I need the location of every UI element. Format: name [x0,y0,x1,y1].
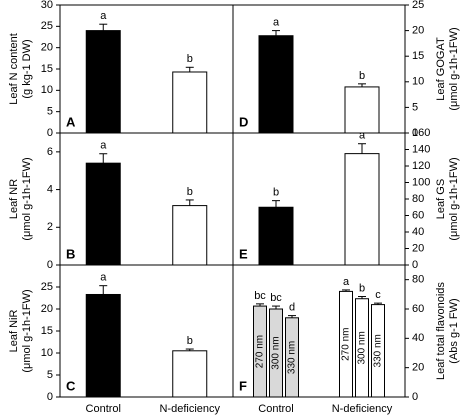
x-tick-label: N-deficiency [332,403,393,415]
y-tick-label: 80 [412,193,424,205]
bar [85,30,121,134]
y-tick-label: 140 [412,143,430,155]
y-tick-label: 5 [412,101,418,113]
y-tick-label: 5 [47,106,53,118]
bar [85,162,121,266]
y-axis-label: (μmol g-1h-1FW) [448,27,460,110]
significance-label: a [100,140,107,152]
y-tick-label: 120 [412,160,430,172]
significance-label: d [289,302,295,314]
significance-label: b [359,282,365,294]
y-tick-label: 25 [41,281,53,293]
panel-label: E [239,246,248,261]
significance-label: a [273,17,280,29]
y-axis-label: (Abs g-1 FW) [448,298,460,363]
y-tick-label: 10 [412,76,424,88]
bar-series-label: 270 nm [255,335,266,368]
bar [172,205,208,266]
x-tick-label: Control [258,403,293,415]
panel-label: D [239,114,248,129]
y-tick-label: 0 [47,259,53,271]
significance-label: a [100,10,107,22]
y-tick-label: 15 [41,325,53,337]
y-tick-label: 0 [47,127,53,139]
y-tick-label: 30 [41,0,53,11]
bar [172,71,208,134]
significance-label: a [343,276,350,288]
y-axis-label: (μmol g-1h-1FW) [21,157,33,240]
y-tick-label: 20 [412,242,424,254]
y-tick-label: 4 [47,183,53,195]
y-axis-label: (g kg-1 DW) [21,39,33,98]
significance-label: bc [254,290,266,302]
panel-label: C [66,378,76,393]
y-tick-label: 60 [412,209,424,221]
y-tick-label: 6 [47,146,53,158]
y-tick-label: 0 [412,259,418,271]
bar [85,293,121,398]
y-tick-label: 60 [412,303,424,315]
bar [344,86,380,134]
panel-label: A [66,114,76,129]
significance-label: a [359,130,366,142]
y-tick-label: 80 [412,274,424,286]
y-tick-label: 100 [412,176,430,188]
y-axis-label: Leaf NR [8,179,20,219]
bar-series-label: 330 nm [287,341,298,374]
significance-label: c [375,289,381,301]
significance-label: b [359,70,365,82]
x-tick-label: N-deficiency [159,403,220,415]
bar [258,35,294,134]
significance-label: bc [270,292,282,304]
bar-series-label: 300 nm [271,336,282,369]
y-axis-label: Leaf GOGAT [435,37,447,101]
y-tick-label: 20 [41,42,53,54]
y-tick-label: 20 [41,303,53,315]
significance-label: b [273,187,279,199]
y-axis-label: (μmol g-1h-1FW) [21,289,33,372]
bar [344,153,380,266]
y-tick-label: 15 [412,50,424,62]
bar [258,206,294,266]
y-tick-label: 160 [412,127,430,139]
significance-label: a [100,272,107,284]
bar-series-label: 270 nm [341,328,352,361]
y-tick-label: 15 [41,63,53,75]
y-axis-label: Leaf NiR [8,310,20,353]
y-tick-label: 5 [47,369,53,381]
y-tick-label: 20 [412,362,424,374]
y-tick-label: 0 [47,391,53,403]
y-tick-label: 25 [41,20,53,32]
bar [172,350,208,398]
significance-label: b [187,53,193,65]
significance-label: b [187,186,193,198]
panel-label: F [239,378,247,393]
y-tick-label: 40 [412,226,424,238]
y-tick-label: 10 [41,347,53,359]
y-tick-label: 0 [412,391,418,403]
panel-label: B [66,246,75,261]
bar-series-label: 300 nm [357,331,368,364]
x-tick-label: Control [86,403,121,415]
y-tick-label: 2 [47,221,53,233]
y-tick-label: 25 [412,0,424,11]
y-tick-label: 10 [41,84,53,96]
y-tick-label: 0 [412,127,418,139]
y-axis-label: Leaf N content [8,33,20,105]
y-axis-label: Leaf GS [435,179,447,219]
y-tick-label: 20 [412,25,424,37]
bar-series-label: 330 nm [373,334,384,367]
significance-label: b [187,335,193,347]
y-axis-label: Leaf total flavonoids [435,282,447,380]
y-axis-label: (μmol g-1h-1FW) [448,157,460,240]
y-tick-label: 40 [412,332,424,344]
